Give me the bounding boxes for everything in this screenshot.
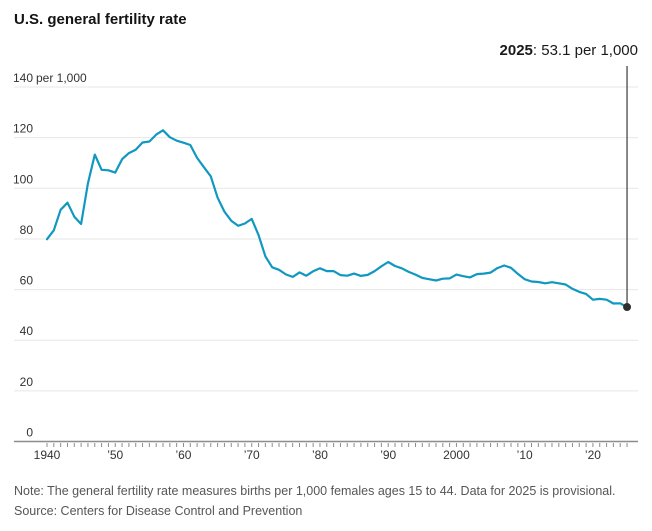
x-tick-label: 1940: [34, 448, 61, 462]
x-tick-label: ’70: [244, 448, 260, 462]
page-title: U.S. general fertility rate: [14, 11, 187, 28]
x-tick-label: ’10: [517, 448, 533, 462]
end-point-dot: [623, 303, 632, 312]
endpoint-annotation-year: 2025: [499, 42, 533, 59]
x-tick-label: ’50: [107, 448, 123, 462]
chart-source: Source: Centers for Disease Control and …: [14, 504, 303, 518]
y-tick-label: 100: [13, 172, 33, 186]
y-tick-label: 140: [13, 71, 33, 85]
y-tick-label: 40: [20, 324, 34, 338]
x-tick-label: 2000: [443, 448, 470, 462]
y-tick-label: 0: [26, 426, 33, 440]
y-tick-label: 20: [20, 375, 34, 389]
endpoint-annotation: 2025: 53.1 per 1,000: [500, 42, 638, 59]
x-tick-label: ’90: [380, 448, 396, 462]
x-tick-label: ’20: [585, 448, 601, 462]
y-unit-label: per 1,000: [36, 71, 87, 85]
y-tick-label: 60: [20, 274, 34, 288]
chart-note: Note: The general fertility rate measure…: [14, 484, 616, 498]
x-tick-label: ’80: [312, 448, 328, 462]
y-tick-label: 120: [13, 122, 33, 136]
y-tick-label: 80: [20, 223, 34, 237]
series-line: [45, 129, 629, 309]
endpoint-annotation-value: : 53.1 per 1,000: [532, 42, 638, 59]
x-tick-label: ’60: [175, 448, 191, 462]
